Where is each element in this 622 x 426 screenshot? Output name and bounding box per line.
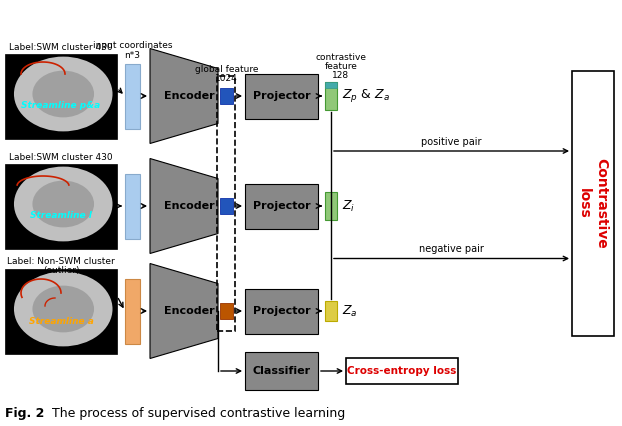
Ellipse shape (14, 57, 113, 131)
Text: Cross-entropy loss: Cross-entropy loss (347, 366, 457, 376)
Polygon shape (150, 49, 218, 144)
Text: Encoder: Encoder (164, 91, 215, 101)
Text: negative pair: negative pair (419, 245, 484, 254)
Text: contrastive: contrastive (315, 53, 366, 62)
Text: n*3: n*3 (124, 52, 141, 60)
Bar (245, 288, 318, 334)
Text: 128: 128 (332, 71, 350, 80)
Text: Projector: Projector (253, 306, 310, 316)
Bar (220, 88, 233, 104)
Text: Label:SWM cluster 430: Label:SWM cluster 430 (9, 43, 113, 52)
Ellipse shape (32, 71, 94, 118)
Text: Streamline l: Streamline l (30, 211, 92, 221)
Bar (245, 74, 318, 118)
Text: Contrastive
loss: Contrastive loss (577, 158, 609, 249)
Text: Streamline a: Streamline a (29, 317, 93, 325)
Bar (125, 173, 140, 239)
Text: Projector: Projector (253, 91, 310, 101)
Bar (220, 198, 233, 214)
Bar (125, 279, 140, 343)
Bar (346, 358, 458, 384)
Text: Classifier: Classifier (253, 366, 310, 376)
Bar (325, 82, 337, 88)
Text: Label: Non-SWM cluster: Label: Non-SWM cluster (7, 257, 115, 267)
Text: feature: feature (325, 62, 358, 71)
Ellipse shape (32, 181, 94, 227)
Bar (572, 71, 614, 336)
Text: Encoder: Encoder (164, 201, 215, 211)
Polygon shape (150, 158, 218, 253)
Ellipse shape (14, 272, 113, 346)
Text: .  The process of supervised contrastive learning: . The process of supervised contrastive … (40, 407, 345, 420)
Bar (217, 76, 235, 331)
Bar (245, 184, 318, 228)
Text: positive pair: positive pair (421, 137, 482, 147)
Text: $Z_a$: $Z_a$ (342, 303, 358, 319)
Bar (5, 54, 117, 138)
Polygon shape (150, 264, 218, 359)
Text: $Z_p$ & $Z_a$: $Z_p$ & $Z_a$ (342, 87, 390, 104)
Text: Streamline p&a: Streamline p&a (21, 101, 101, 110)
Bar (5, 268, 117, 354)
Text: Encoder: Encoder (164, 306, 215, 316)
Bar (325, 301, 337, 321)
Ellipse shape (32, 285, 94, 332)
Bar (220, 303, 233, 319)
Bar (325, 82, 337, 110)
Text: global feature: global feature (195, 65, 258, 74)
Bar (245, 352, 318, 390)
Text: Projector: Projector (253, 201, 310, 211)
Text: $Z_i$: $Z_i$ (342, 199, 355, 213)
Text: input coordinates: input coordinates (93, 40, 172, 49)
Text: Fig. 2: Fig. 2 (5, 407, 44, 420)
Text: Label:SWM cluster 430: Label:SWM cluster 430 (9, 153, 113, 161)
Text: (outlier): (outlier) (43, 267, 79, 276)
Ellipse shape (14, 167, 113, 242)
Bar (125, 63, 140, 129)
Text: 1024: 1024 (215, 74, 238, 83)
Bar (325, 192, 337, 220)
Bar (5, 164, 117, 248)
